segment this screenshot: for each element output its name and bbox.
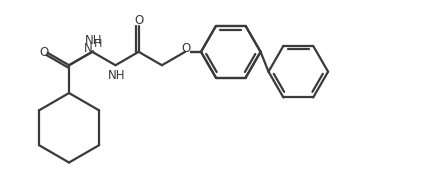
Text: N: N [84,42,92,55]
Text: O: O [39,46,48,59]
Text: NH: NH [108,69,125,82]
Text: NH: NH [84,34,102,47]
Text: O: O [181,42,191,55]
Text: H: H [94,39,103,49]
Text: O: O [134,14,143,26]
